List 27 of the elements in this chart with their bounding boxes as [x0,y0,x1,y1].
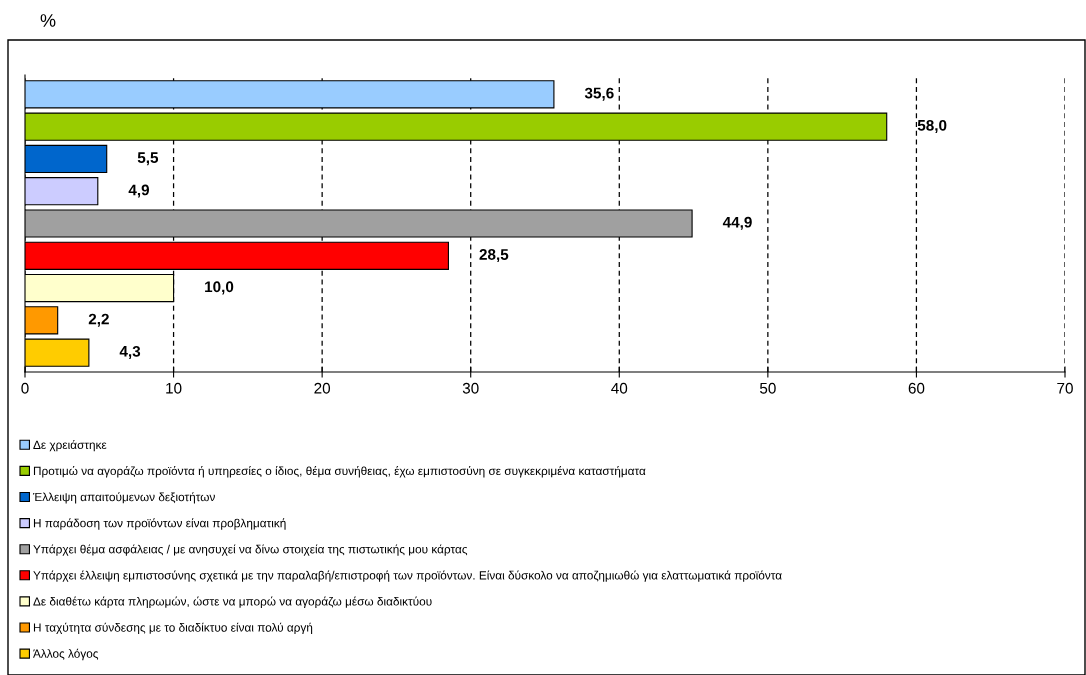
data-label: 4,9 [128,184,150,198]
data-label: 58,0 [917,119,947,133]
data-label: 2,2 [88,313,109,327]
legend-label: Προτιμώ να αγοράζω προϊόντα ή υπηρεσίες ο ίδιος, θέμα συνήθειας, έχω εμπιστοσύνη σε συγκεκριμένα καταστήματα [33,466,646,478]
data-label: 28,5 [479,249,509,263]
x-tick-label: 50 [759,382,776,394]
legend-label: Έλλειψη απαιτούμενων δεξιοτήτων [32,492,215,504]
legend-label: Άλλος λόγος [33,648,99,661]
legend-label: Η ταχύτητα σύνδεσης με το διαδίκτυο είναι πολύ αργή [33,622,313,635]
x-tick-label: 10 [166,382,182,394]
legend-label: Υπάρχει έλλειψη εμπιστοσύνης σχετικά με την παραλαβή/επιστροφή των προϊόντων. Είναι δύσκολο να αποζημιωθώ για ελαττωματικά προϊόντα [33,570,782,582]
chart-title: % [40,14,56,27]
legend-label: Υπάρχει θέμα ασφάλειας / με ανησυχεί να δίνω στοιχεία της πιστωτικής μου κάρτας [33,544,468,556]
x-tick-label: 40 [611,382,628,394]
legend-label: Η παράδοση των προϊόντων είναι προβληματική [33,518,286,530]
x-tick-label: 60 [908,382,925,394]
x-tick-label: 20 [314,382,331,394]
data-label: 10,0 [205,281,234,295]
x-tick-label: 0 [21,382,29,394]
x-tick-label: 30 [462,382,479,394]
data-label: 5,5 [137,152,159,166]
data-label: 35,6 [584,87,614,101]
data-label: 44,9 [722,216,752,230]
legend-label: Δε χρειάστηκε [33,440,107,452]
legend-label: Δε διαθέτω κάρτα πληρωμών, ώστε να μπορώ να αγοράζω μέσω διαδικτύου [33,596,432,608]
data-label: 4,3 [119,345,141,359]
x-tick-label: 70 [1057,382,1073,394]
